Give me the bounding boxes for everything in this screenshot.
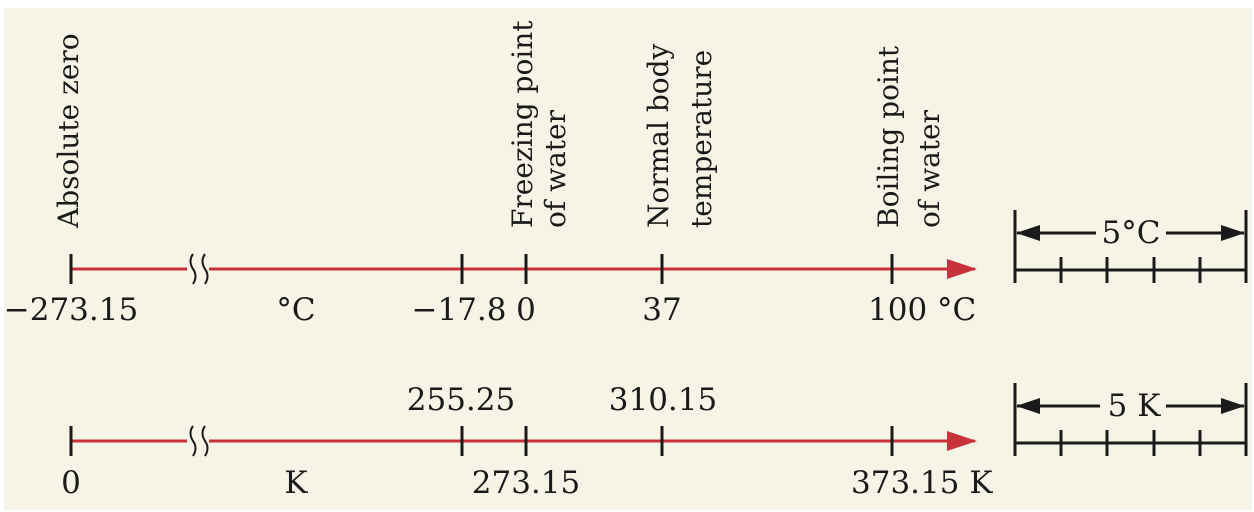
kelvin-label-373-15: 373.15 K xyxy=(851,465,993,501)
event-label-boiling-line1: Boiling point xyxy=(872,45,905,228)
event-label-body-line2: temperature xyxy=(685,50,718,228)
kelvin-label-310-15: 310.15 xyxy=(609,382,717,418)
kelvin-label-255-25: 255.25 xyxy=(407,382,515,418)
event-label-boiling-line2: of water xyxy=(913,109,946,228)
kelvin-break-mark xyxy=(189,425,209,457)
celsius-label-body: 37 xyxy=(642,292,681,328)
celsius-label-boiling: 100 °C xyxy=(868,292,976,328)
scale-5k-label: 5 K xyxy=(1108,388,1162,424)
celsius-label-absolute-zero: −273.15 xyxy=(4,292,138,328)
celsius-label-freezing: 0 xyxy=(516,292,536,328)
event-label-absolute-zero: Absolute zero xyxy=(52,33,85,229)
kelvin-label-0: 0 xyxy=(61,465,81,501)
event-label-freezing-line1: Freezing point xyxy=(506,20,539,228)
scale-5c-label: 5°C xyxy=(1102,215,1161,251)
kelvin-label-273-15: 273.15 xyxy=(472,465,580,501)
scale-5c: 5°C xyxy=(1013,210,1248,283)
kelvin-unit-label: K xyxy=(284,465,308,501)
event-label-body-line1: Normal body xyxy=(642,43,675,228)
celsius-unit-label: °C xyxy=(276,292,315,328)
background-panel xyxy=(4,8,1252,510)
celsius-label-minus-17-8: −17.8 xyxy=(412,292,507,328)
celsius-break-mark xyxy=(189,253,209,285)
event-label-freezing-line2: of water xyxy=(539,109,572,228)
scale-5k: 5 K xyxy=(1013,383,1248,456)
